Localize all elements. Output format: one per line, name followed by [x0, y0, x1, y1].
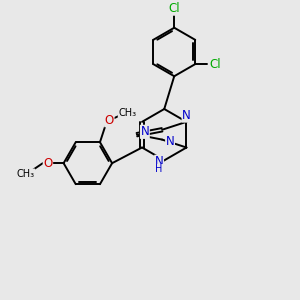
Text: CH₃: CH₃ — [118, 108, 136, 118]
Text: CH₃: CH₃ — [16, 169, 35, 179]
Text: Cl: Cl — [209, 58, 221, 70]
Text: N: N — [182, 109, 191, 122]
Text: O: O — [105, 114, 114, 127]
Text: N: N — [155, 155, 164, 168]
Text: N: N — [140, 125, 149, 138]
Text: O: O — [43, 157, 52, 170]
Text: H: H — [155, 164, 163, 175]
Text: Cl: Cl — [168, 2, 180, 15]
Text: N: N — [166, 134, 174, 148]
